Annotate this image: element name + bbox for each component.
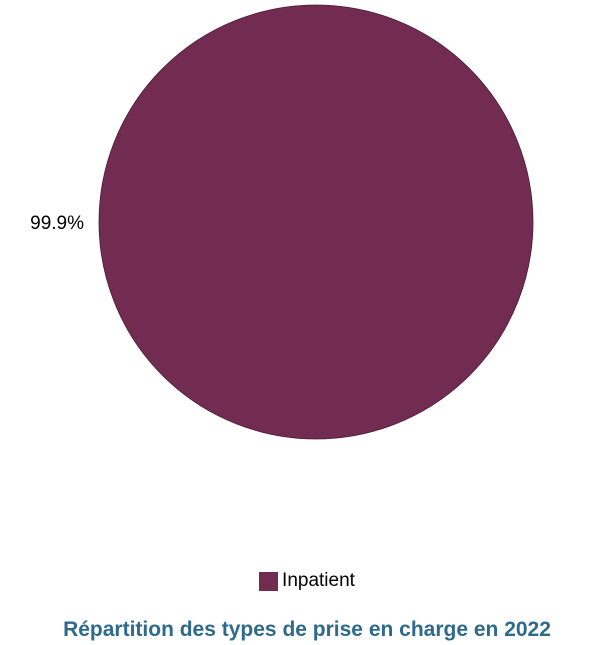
legend-swatch-inpatient (259, 571, 279, 591)
slice-label-inpatient: 99.9% (30, 213, 84, 234)
pie-chart: 99.9% (30, 4, 534, 440)
legend: Inpatient (0, 570, 614, 592)
chart-title: Répartition des types de prise en charge… (63, 618, 551, 641)
pie-slice-inpatient (98, 4, 534, 440)
pie-slices (98, 4, 534, 440)
slice-labels: 99.9% (30, 213, 84, 234)
legend-label-inpatient: Inpatient (282, 570, 355, 591)
